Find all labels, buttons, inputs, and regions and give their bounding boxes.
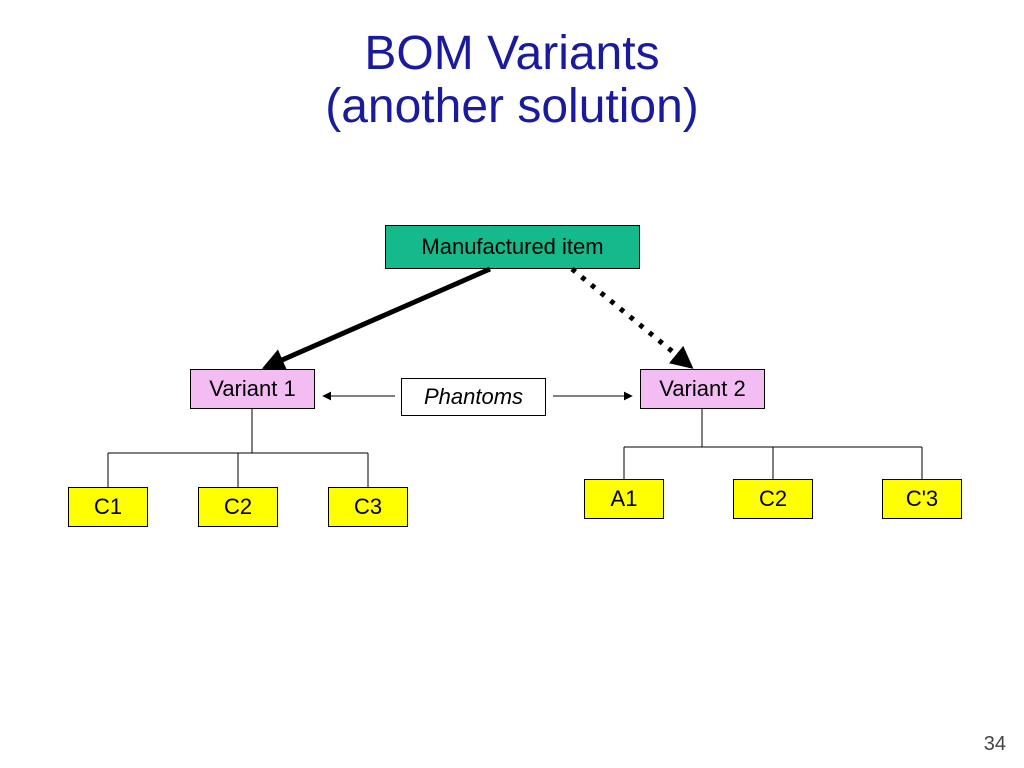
node-label: C1	[94, 494, 122, 520]
node-label: A1	[611, 486, 638, 512]
node-label: Phantoms	[424, 384, 523, 410]
slide-title-line1: BOM Variants	[0, 28, 1024, 81]
node-manufactured-item: Manufactured item	[385, 225, 640, 269]
node-variant-2: Variant 2	[640, 369, 765, 409]
node-label: C2	[759, 486, 787, 512]
node-c1: C1	[68, 487, 148, 527]
slide-title-line2: (another solution)	[0, 81, 1024, 134]
node-cprime3: C'3	[882, 479, 962, 519]
node-variant-1: Variant 1	[190, 369, 315, 409]
node-label: Manufactured item	[421, 234, 603, 260]
node-phantoms: Phantoms	[401, 378, 546, 416]
node-label: C'3	[906, 486, 938, 512]
node-label: Variant 1	[209, 376, 295, 402]
page-number: 34	[984, 733, 1006, 756]
node-c2-right: C2	[733, 479, 813, 519]
slide-title: BOM Variants (another solution)	[0, 28, 1024, 134]
node-label: Variant 2	[659, 376, 745, 402]
node-c3: C3	[328, 487, 408, 527]
node-a1: A1	[584, 479, 664, 519]
node-c2-left: C2	[198, 487, 278, 527]
node-label: C3	[354, 494, 382, 520]
node-label: C2	[224, 494, 252, 520]
